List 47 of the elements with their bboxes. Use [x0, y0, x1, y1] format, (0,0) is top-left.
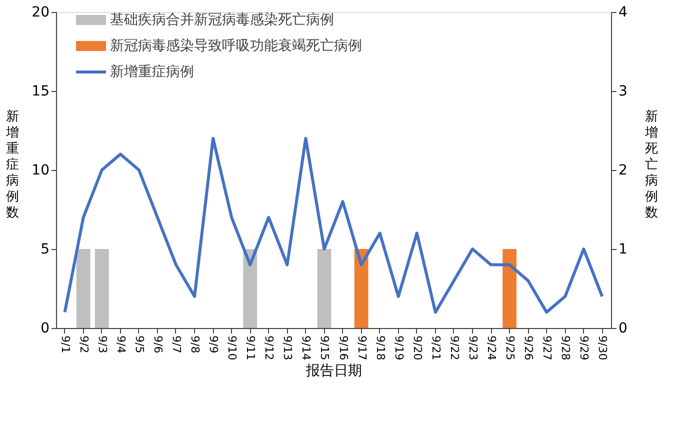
- x-tick-label: 9/25: [504, 336, 517, 360]
- y2-tick-label: 2: [618, 162, 628, 178]
- line-series: [63, 136, 604, 314]
- x-tick-label: 9/29: [578, 336, 591, 360]
- x-tick-label: 9/20: [410, 336, 424, 360]
- y-tick-label: 20: [32, 4, 50, 20]
- x-tick-label: 9/10: [226, 336, 239, 360]
- x-tick-label: 9/8: [188, 336, 202, 354]
- x-axis-title: 报告日期: [305, 363, 362, 380]
- legend-label: 基础疾病合并新冠病毒感染死亡病例: [110, 12, 334, 28]
- y-tick-label: 5: [40, 242, 50, 258]
- x-tick-label: 9/30: [596, 336, 610, 360]
- x-tick-label: 9/24: [485, 336, 498, 360]
- y2-tick-label: 4: [618, 4, 628, 20]
- y-tick-label: 0: [40, 320, 50, 336]
- x-tick-label: 9/12: [262, 336, 276, 360]
- y-axis-title: 新增重症病例数: [5, 110, 19, 220]
- x-tick-label: 9/23: [466, 336, 480, 360]
- x-tick-label: 9/11: [244, 336, 258, 360]
- legend-label: 新冠病毒感染导致呼吸功能衰竭死亡病例: [110, 38, 362, 54]
- x-tick-label: 9/1: [58, 336, 72, 354]
- x-tick-label: 9/28: [559, 336, 572, 360]
- x-tick-label: 9/5: [132, 336, 146, 354]
- x-tick-label: 9/27: [540, 336, 554, 360]
- x-tick-label: 9/7: [170, 336, 183, 354]
- legend-label: 新增重症病例: [110, 64, 194, 80]
- x-tick-label: 9/18: [374, 336, 387, 360]
- y2-axis-title: 新增死亡病例数: [644, 110, 658, 220]
- x-tick-label: 9/14: [300, 336, 313, 360]
- x-tick-label: 9/4: [114, 336, 128, 354]
- x-tick-label: 9/16: [336, 336, 350, 360]
- x-tick-label: 9/19: [392, 336, 406, 360]
- y2-tick-label: 0: [618, 320, 628, 336]
- y2-tick-label: 3: [618, 84, 628, 100]
- x-tick-label: 9/3: [96, 336, 109, 354]
- x-tick-label: 9/17: [355, 336, 368, 360]
- x-tick-label: 9/9: [207, 336, 220, 354]
- x-tick-label: 9/22: [448, 336, 461, 360]
- y-tick-label: 10: [32, 162, 50, 178]
- x-tick-label: 9/13: [281, 336, 294, 360]
- x-tick-label: 9/6: [151, 336, 164, 354]
- y-tick-label: 15: [32, 84, 50, 100]
- x-tick-label: 9/26: [522, 336, 536, 360]
- x-tick-label: 9/15: [318, 336, 332, 360]
- y2-tick-label: 1: [618, 242, 628, 258]
- x-tick-label: 9/21: [429, 336, 442, 360]
- x-tick-label: 9/2: [77, 336, 90, 354]
